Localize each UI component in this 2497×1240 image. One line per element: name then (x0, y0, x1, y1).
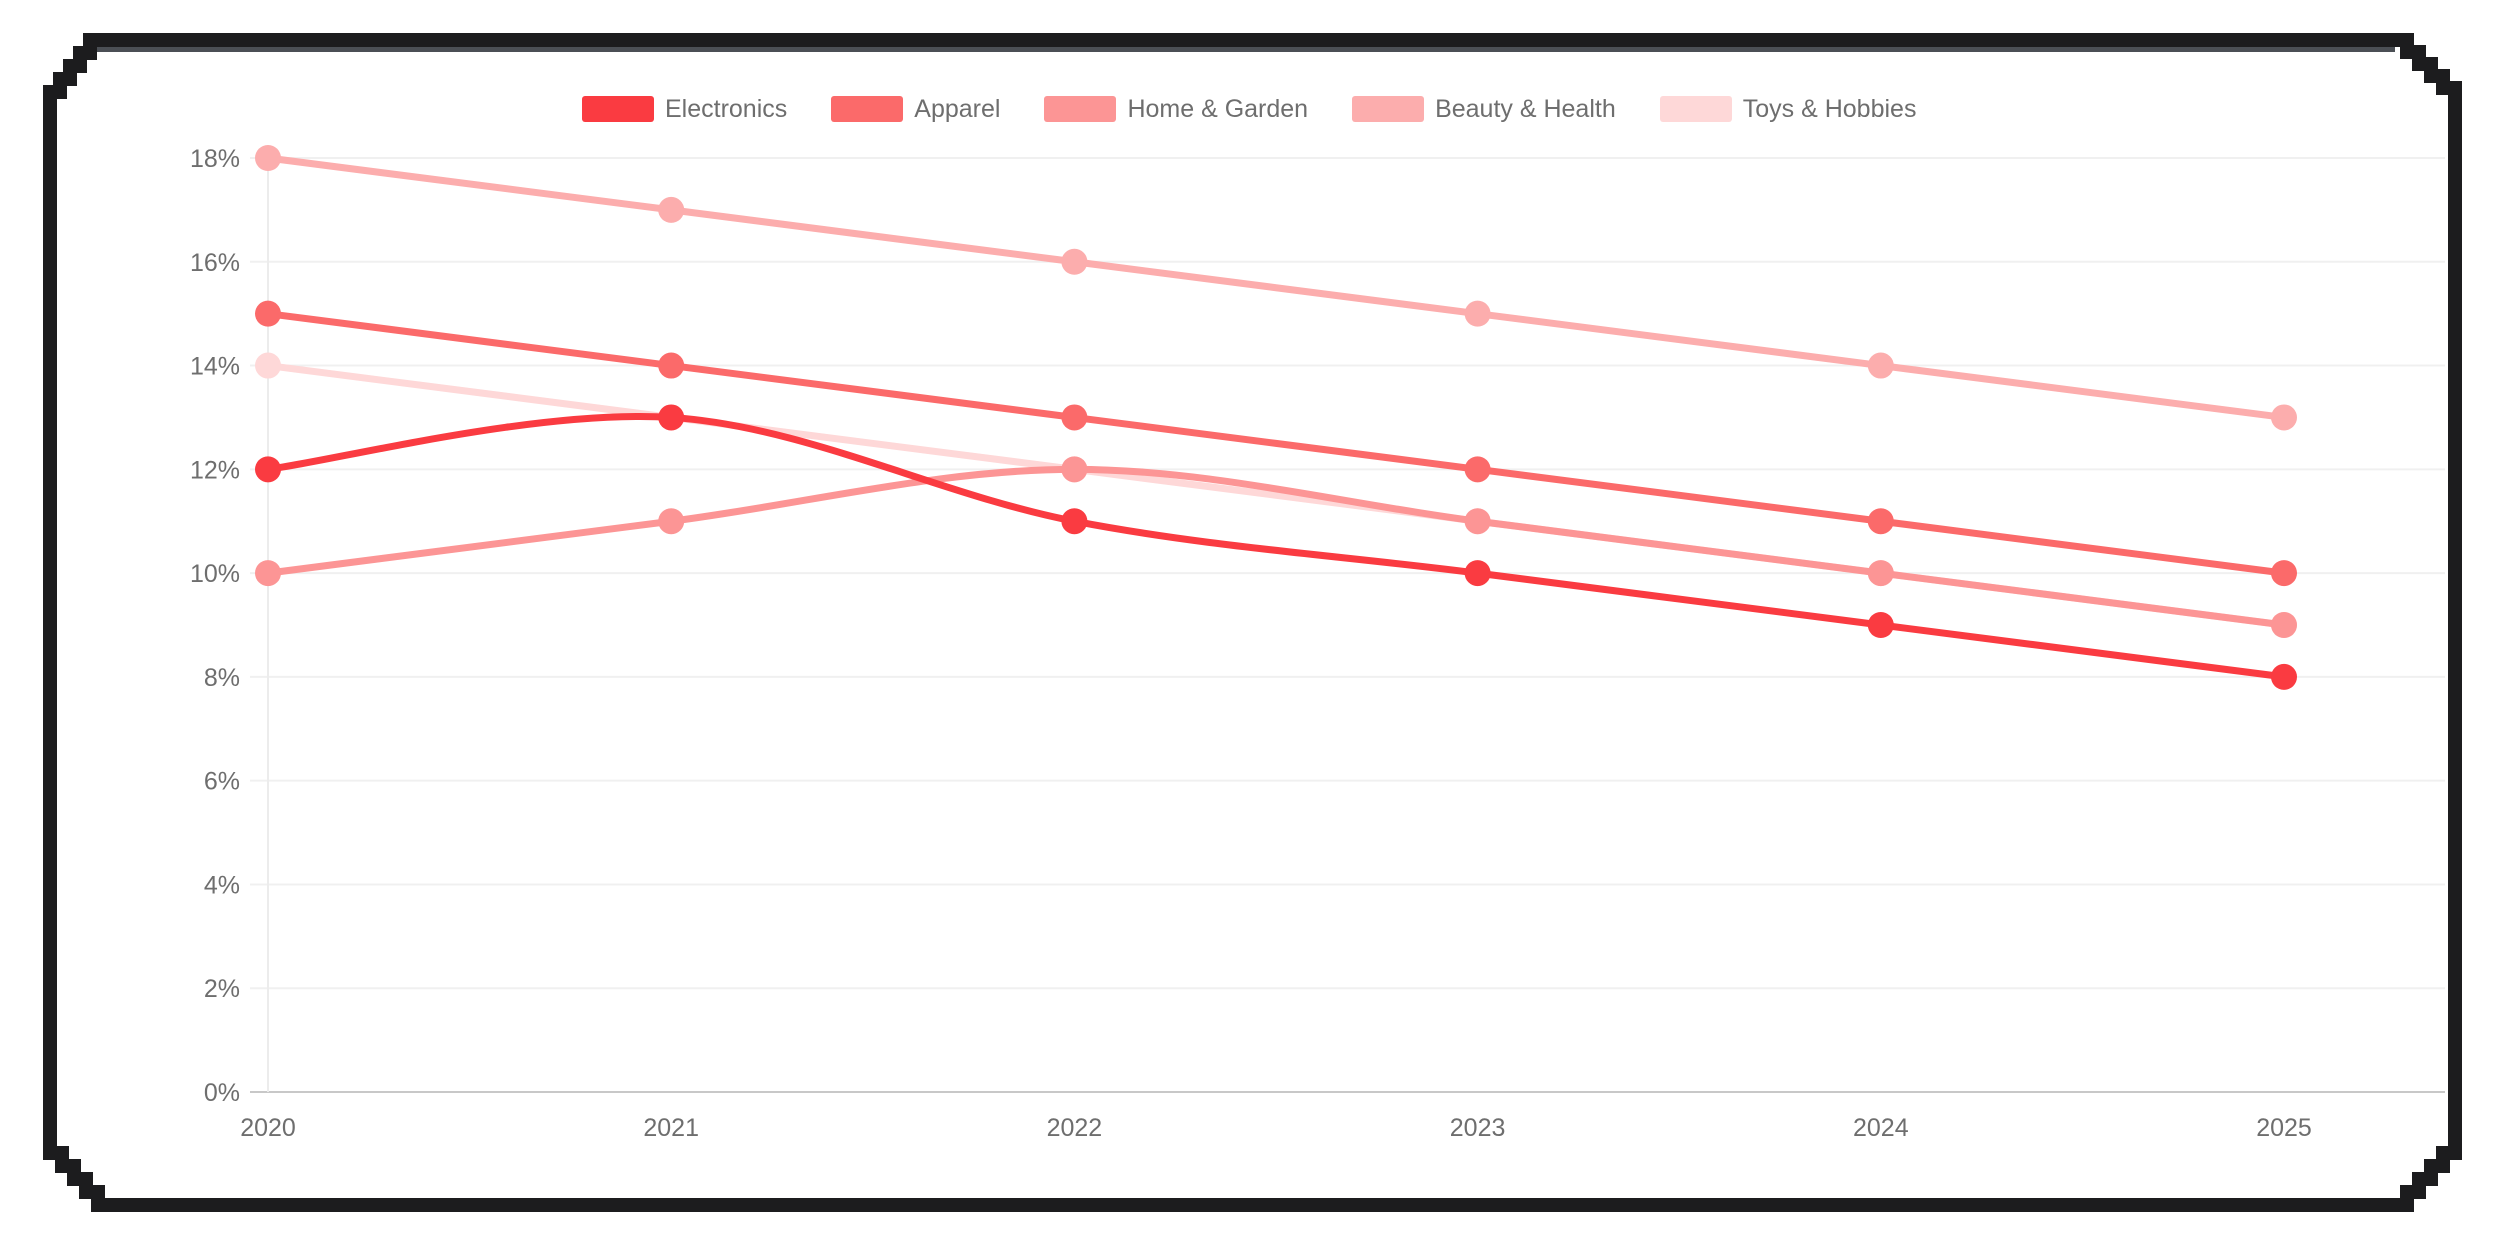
legend-item-home-garden[interactable]: Home & Garden (1044, 96, 1308, 122)
y-axis-label: 8% (204, 664, 240, 692)
legend-swatch-toys-hobbies (1659, 96, 1732, 122)
data-point-electronics-2022[interactable] (1061, 508, 1088, 535)
y-axis-label: 18% (190, 145, 240, 173)
x-axis-label: 2025 (2256, 1114, 2312, 1142)
legend-label: Toys & Hobbies (1742, 95, 1917, 123)
frame-accent-line (95, 47, 2395, 52)
data-point-beauty-health-2024[interactable] (1867, 352, 1894, 379)
data-point-beauty-health-2021[interactable] (658, 196, 685, 223)
y-axis-label: 10% (190, 560, 240, 588)
data-point-beauty-health-2023[interactable] (1464, 300, 1491, 327)
y-axis-label: 14% (190, 353, 240, 381)
data-point-electronics-2021[interactable] (658, 404, 685, 431)
data-point-apparel-2022[interactable] (1061, 404, 1088, 431)
y-axis-label: 6% (204, 768, 240, 796)
series-line-apparel[interactable] (264, 310, 2288, 577)
legend-item-electronics[interactable]: Electronics (582, 96, 787, 122)
data-point-home-garden-2024[interactable] (1867, 560, 1894, 587)
y-axis-label: 4% (204, 871, 240, 899)
x-axis-label: 2024 (1853, 1114, 1909, 1142)
data-point-home-garden-2020[interactable] (255, 560, 281, 587)
data-point-apparel-2023[interactable] (1464, 456, 1491, 483)
legend-item-beauty-health[interactable]: Beauty & Health (1352, 96, 1616, 122)
data-point-beauty-health-2020[interactable] (255, 145, 281, 171)
data-point-apparel-2020[interactable] (255, 300, 281, 327)
data-point-electronics-2025[interactable] (2271, 663, 2297, 690)
data-point-home-garden-2021[interactable] (658, 508, 685, 535)
chart-legend: Electronics Apparel Home & Garden Beauty & … (582, 96, 1916, 122)
data-point-apparel-2021[interactable] (658, 352, 685, 379)
frame-border (43, 33, 2462, 1212)
x-axis-label: 2021 (643, 1114, 699, 1142)
data-point-electronics-2020[interactable] (255, 456, 281, 483)
series-line-beauty-health[interactable] (264, 154, 2288, 421)
legend-label: Electronics (665, 95, 788, 123)
data-point-electronics-2024[interactable] (1867, 612, 1894, 638)
legend-label: Beauty & Health (1435, 95, 1616, 123)
legend-swatch-apparel (831, 96, 904, 122)
data-point-home-garden-2022[interactable] (1061, 456, 1088, 483)
data-point-beauty-health-2025[interactable] (2271, 404, 2297, 431)
data-point-home-garden-2025[interactable] (2271, 612, 2297, 638)
x-axis-label: 2022 (1047, 1114, 1103, 1142)
y-axis-label: 0% (204, 1079, 240, 1107)
y-axis-label: 16% (190, 249, 240, 277)
data-point-beauty-health-2022[interactable] (1061, 248, 1088, 275)
x-axis-label: 2020 (240, 1114, 296, 1142)
series-line-electronics[interactable] (264, 413, 2288, 681)
data-point-apparel-2025[interactable] (2271, 560, 2297, 587)
x-axis-label: 2023 (1450, 1114, 1506, 1142)
y-axis-label: 12% (190, 456, 240, 484)
legend-swatch-home-garden (1044, 96, 1117, 122)
y-axis-label: 2% (204, 975, 240, 1003)
legend-item-apparel[interactable]: Apparel (831, 96, 1000, 122)
legend-label: Home & Garden (1127, 95, 1309, 123)
data-point-apparel-2024[interactable] (1867, 508, 1894, 535)
data-point-toys-hobbies-2020[interactable] (255, 352, 281, 379)
legend-swatch-beauty-health (1352, 96, 1425, 122)
data-point-electronics-2023[interactable] (1464, 560, 1491, 587)
data-point-home-garden-2023[interactable] (1464, 508, 1491, 535)
legend-item-toys-hobbies[interactable]: Toys & Hobbies (1659, 95, 1917, 123)
legend-label: Apparel (914, 95, 1001, 123)
series-line-home-garden[interactable] (264, 465, 2288, 629)
legend-swatch-electronics (582, 96, 654, 122)
